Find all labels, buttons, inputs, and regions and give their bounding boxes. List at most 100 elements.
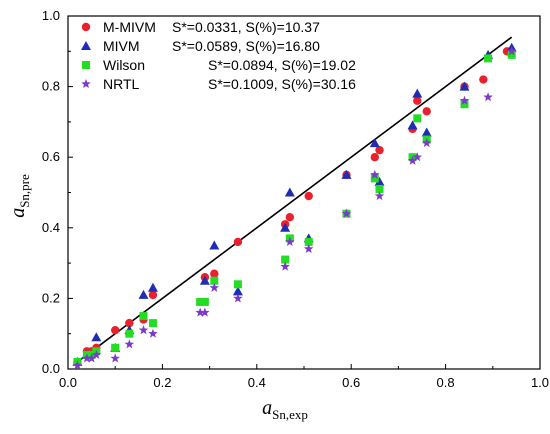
y-tick-label: 0.2: [42, 290, 60, 305]
point-mivm: [232, 286, 243, 296]
point-m-mivm: [111, 325, 120, 335]
x-axis-title-main: a: [262, 397, 272, 419]
point-m-mivm: [370, 153, 379, 162]
point-m-mivm: [375, 145, 384, 155]
point-nrtl: [280, 261, 290, 271]
point-nrtl: [370, 169, 380, 179]
point-mivm: [421, 127, 432, 137]
point-nrtl: [148, 328, 158, 338]
legend-stat-m-mivm: S*=0.0331, S(%)=10.37: [172, 19, 320, 35]
point-nrtl: [91, 349, 102, 359]
legend-stat-wilson: S*=0.0894, S(%)=19.02: [208, 57, 356, 73]
point-mivm: [412, 88, 423, 98]
point-nrtl: [110, 353, 120, 363]
point-wilson: [507, 50, 516, 59]
point-mivm: [284, 187, 295, 197]
point-m-mivm: [479, 75, 488, 84]
point-nrtl: [195, 307, 205, 317]
point-mivm: [374, 176, 385, 186]
point-wilson: [413, 114, 422, 123]
point-wilson: [304, 237, 313, 246]
legend-marker-nrtl: [81, 79, 91, 89]
point-mivm: [138, 289, 149, 299]
y-axis-title-main: a: [7, 208, 29, 218]
x-axis-title: aSn,exp: [262, 397, 308, 422]
point-nrtl: [483, 92, 493, 102]
point-wilson: [210, 276, 219, 285]
point-nrtl: [374, 191, 385, 201]
legend-stat-nrtl: S*=0.1009, S(%)=30.16: [208, 76, 356, 92]
point-wilson: [460, 100, 469, 109]
y-axis-title: aSn,pre: [7, 174, 32, 218]
fit-line: [76, 36, 513, 363]
point-mivm: [369, 138, 380, 148]
x-tick-label: 0.8: [437, 375, 455, 390]
point-wilson: [196, 297, 205, 306]
point-wilson: [111, 343, 120, 352]
legend-marker-wilson: [82, 61, 90, 69]
legend-marker-m-mivm: [81, 22, 91, 32]
x-tick-label: 1.0: [531, 375, 549, 390]
point-m-mivm: [210, 269, 219, 278]
point-nrtl: [421, 138, 432, 148]
point-mivm: [147, 282, 158, 292]
point-nrtl: [72, 360, 83, 370]
y-tick-label: 0.4: [42, 220, 60, 235]
point-nrtl: [138, 325, 149, 335]
point-nrtl: [506, 46, 517, 56]
point-nrtl: [233, 293, 243, 303]
y-tick-label: 1.0: [42, 8, 60, 23]
point-wilson: [233, 280, 242, 289]
point-nrtl: [407, 155, 418, 165]
point-nrtl: [200, 307, 210, 317]
point-mivm: [459, 81, 470, 91]
point-wilson: [281, 255, 290, 264]
point-wilson: [370, 174, 379, 183]
point-wilson: [200, 297, 209, 306]
x-tick-label: 0.2: [153, 375, 171, 390]
point-wilson: [125, 329, 134, 338]
legend-label-nrtl: NRTL: [103, 76, 140, 92]
y-axis-title-sub: Sn,pre: [17, 174, 32, 208]
point-wilson: [139, 312, 148, 321]
point-m-mivm: [125, 318, 134, 328]
point-nrtl: [86, 353, 97, 363]
point-m-mivm: [285, 213, 295, 222]
x-tick-label: 0.4: [248, 375, 266, 390]
point-nrtl: [341, 208, 352, 218]
point-m-mivm: [148, 290, 158, 300]
point-nrtl: [124, 339, 135, 349]
x-tick-label: 0.6: [342, 375, 360, 390]
point-nrtl: [412, 152, 423, 162]
point-mivm: [407, 120, 418, 130]
point-nrtl: [285, 236, 295, 246]
point-nrtl: [82, 353, 92, 363]
point-mivm: [280, 222, 291, 232]
point-nrtl: [303, 243, 314, 254]
legend-label-wilson: Wilson: [103, 57, 145, 73]
y-tick-label: 0.0: [42, 361, 60, 376]
series-nrtl: [72, 46, 517, 370]
legend: M-MIVM S*=0.0331, S(%)=10.37 MIVM S*=0.0589…: [81, 19, 356, 92]
legend-label-m-mivm: M-MIVM: [103, 19, 156, 35]
y-tick-label: 0.8: [42, 79, 60, 94]
x-tick-label: 0.0: [59, 375, 77, 390]
point-mivm: [341, 169, 352, 179]
point-mivm: [199, 275, 210, 285]
fit-line-group: [76, 36, 513, 363]
axis-ticks: 0.0 0.2 0.4 0.6 0.8 1.0 0.0 0.2 0.4 0.6 0.8 1.0: [42, 8, 549, 390]
point-wilson: [148, 319, 157, 328]
point-m-mivm: [422, 107, 431, 116]
point-m-mivm: [233, 237, 243, 247]
data-points: [72, 42, 517, 370]
point-nrtl: [209, 282, 220, 292]
legend-label-mivm: MIVM: [103, 38, 140, 54]
point-wilson: [484, 54, 493, 63]
legend-marker-mivm: [81, 41, 91, 50]
point-mivm: [91, 332, 102, 342]
point-nrtl: [459, 95, 470, 105]
x-axis-title-sub: Sn,exp: [272, 407, 308, 422]
point-m-mivm: [413, 96, 422, 105]
legend-stat-mivm: S*=0.0589, S(%)=16.80: [172, 38, 320, 54]
